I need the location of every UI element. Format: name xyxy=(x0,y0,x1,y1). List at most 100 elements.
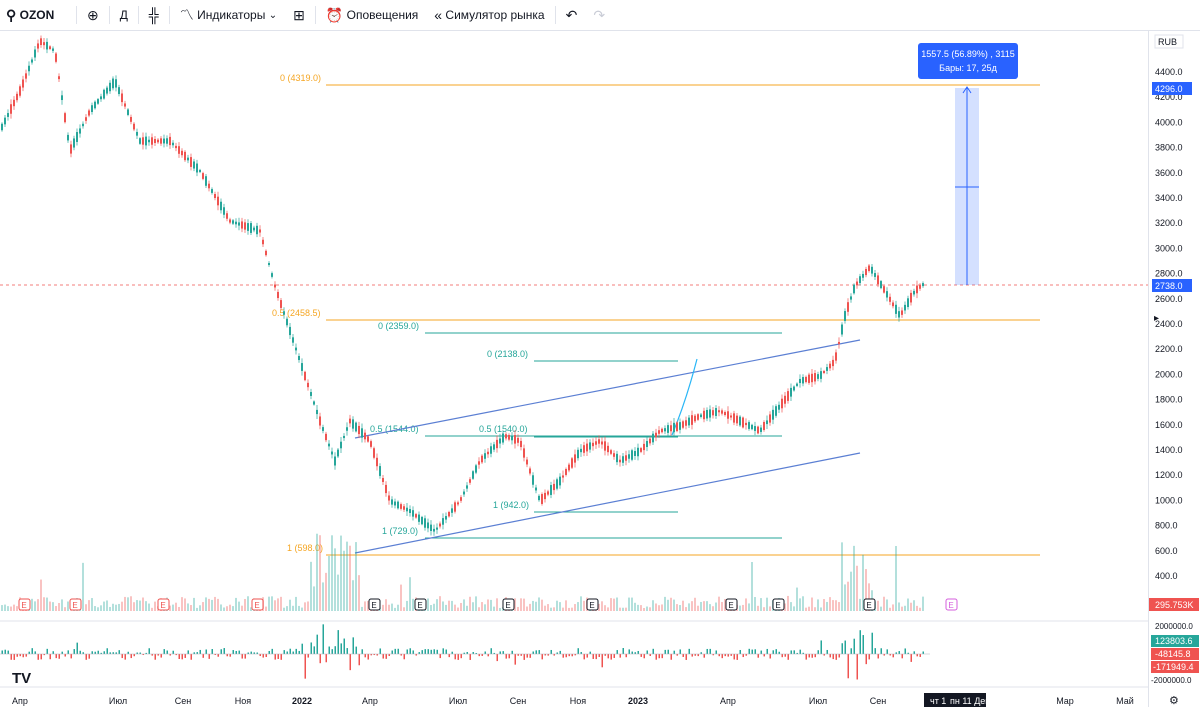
price-axis-labels: 4400.0 4200.0 4000.0 3800.0 3600.0 3400.0 3200… xyxy=(1155,67,1183,581)
volume-bar xyxy=(451,600,453,611)
candle-body xyxy=(889,296,891,302)
earnings-event-marker[interactable] xyxy=(368,598,381,611)
candle-body xyxy=(904,304,906,311)
replay-button[interactable]: « Симулятор рынка xyxy=(426,0,552,30)
volume-bar xyxy=(295,596,297,611)
channel-upper-line[interactable] xyxy=(354,339,861,439)
candle-body xyxy=(451,508,453,513)
oscillator-bar xyxy=(274,654,276,660)
layouts-button[interactable]: ⊞ xyxy=(285,0,313,30)
candle-body xyxy=(676,422,678,432)
earnings-event-marker[interactable] xyxy=(725,598,738,611)
symbol-search-button[interactable]: ⚲ OZON xyxy=(0,0,74,30)
indicators-button[interactable]: 〽 Индикаторы ⌄ xyxy=(172,0,285,30)
oscillator-bar xyxy=(598,654,600,657)
chart-pane[interactable]: 0 (4319.0) 0.5 (2458.5) 1 (598.0) 0 (235… xyxy=(0,31,1148,707)
candle-body xyxy=(100,96,102,100)
earnings-event-marker[interactable] xyxy=(586,598,599,611)
candle-body xyxy=(484,453,486,459)
oscillator-bar xyxy=(367,654,369,660)
volume-bar xyxy=(217,598,219,611)
candle-body xyxy=(433,528,435,532)
candle-body xyxy=(334,456,336,466)
candle-body xyxy=(565,469,567,475)
candle-body xyxy=(880,281,882,289)
volume-bar xyxy=(301,607,303,611)
volume-bar xyxy=(37,599,39,611)
scale-arrow-icon[interactable]: ▸ xyxy=(1154,313,1159,324)
oscillator-bar xyxy=(313,646,315,654)
volume-bar xyxy=(439,596,441,611)
oscillator-bar xyxy=(28,651,30,654)
target-price-badge xyxy=(1152,82,1192,95)
candle-body xyxy=(244,222,246,230)
earnings-event-marker[interactable] xyxy=(502,598,515,611)
candle-body xyxy=(601,441,603,445)
earnings-event-marker[interactable] xyxy=(414,598,427,611)
time-axis[interactable]: Апр Июл Сен Ноя 2022 Апр Июл Сен Ноя 2023 Апр Июл Се… xyxy=(12,696,1134,706)
oscillator-bar xyxy=(808,654,810,658)
price-scale[interactable]: RUB 4400.0 4200.0 4000.0 3800.0 3600.0 3400.0… xyxy=(1148,31,1200,707)
price-chart-canvas[interactable]: 0 (4319.0) 0.5 (2458.5) 1 (598.0) 0 (235… xyxy=(0,31,1148,707)
volume-bar xyxy=(631,597,633,611)
redo-button[interactable]: ↷ xyxy=(585,0,613,30)
candle-body xyxy=(514,435,516,444)
alerts-button[interactable]: ⏰ Оповещения xyxy=(318,0,426,30)
candle-body xyxy=(868,265,870,272)
oscillator-bar xyxy=(4,649,6,654)
top-toolbar: ⚲ OZON ⊕ Д ╬ 〽 Индикаторы ⌄ ⊞ ⏰ Оповещен… xyxy=(0,0,1200,31)
oscillator-bar xyxy=(244,654,246,659)
price-tick-label: 3800.0 xyxy=(1155,143,1183,153)
oscillator-bar xyxy=(610,654,612,660)
current-price-label: 2738.0 xyxy=(1155,281,1183,291)
channel-lower-line[interactable] xyxy=(354,452,861,554)
volume-bar xyxy=(265,606,267,611)
candle-body xyxy=(394,501,396,506)
volume-bar xyxy=(661,604,663,611)
oscillator-bar xyxy=(844,640,846,654)
earnings-event-marker[interactable] xyxy=(18,598,31,611)
currency-badge[interactable] xyxy=(1154,34,1184,49)
oscillator-bar xyxy=(856,654,858,680)
candle-body xyxy=(775,406,777,416)
oscillator-bar xyxy=(535,650,537,654)
time-tick-label: Апр xyxy=(362,696,378,706)
candle-body xyxy=(370,441,372,447)
price-scale-canvas[interactable]: RUB 4400.0 4200.0 4000.0 3800.0 3600.0 3400.0… xyxy=(1149,31,1200,707)
settings-gear-icon[interactable]: ⚙ xyxy=(1169,695,1179,707)
future-event-marker[interactable] xyxy=(945,598,958,611)
undo-button[interactable]: ↶ xyxy=(558,0,586,30)
volume-bar xyxy=(748,603,750,611)
earnings-event-marker[interactable] xyxy=(69,598,82,611)
candle-body xyxy=(790,387,792,397)
earnings-event-marker[interactable] xyxy=(772,598,785,611)
volume-bar xyxy=(754,597,756,611)
oscillator-bar xyxy=(55,654,57,659)
volume-bar xyxy=(367,601,369,611)
oscillator-bar xyxy=(181,654,183,660)
candle-body xyxy=(454,502,456,512)
time-tick-label: Мар xyxy=(1056,696,1074,706)
oscillator-bar xyxy=(388,654,390,656)
oscillator-bar xyxy=(550,649,552,654)
chart-type-button[interactable]: ╬ xyxy=(141,0,167,30)
earnings-event-marker[interactable] xyxy=(157,598,170,611)
candle-body xyxy=(4,117,6,125)
earnings-event-marker[interactable] xyxy=(251,598,264,611)
volume-bar xyxy=(523,598,525,611)
projection-curve[interactable] xyxy=(671,358,698,436)
volume-bar xyxy=(142,597,144,611)
oscillator-bar xyxy=(253,652,255,654)
tradingview-logo[interactable]: TV xyxy=(12,670,31,687)
interval-button[interactable]: Д xyxy=(112,0,136,30)
earnings-event-marker[interactable] xyxy=(863,598,876,611)
candle-body xyxy=(526,459,528,465)
grid-icon: ⊞ xyxy=(293,6,305,23)
compare-button[interactable]: ⊕ xyxy=(79,0,107,30)
oscillator-bar xyxy=(565,654,567,658)
volume-bar xyxy=(865,569,867,611)
candle-body xyxy=(829,363,831,369)
candle-body xyxy=(184,151,186,161)
volume-bar xyxy=(634,602,636,611)
volume-bar xyxy=(892,604,894,611)
